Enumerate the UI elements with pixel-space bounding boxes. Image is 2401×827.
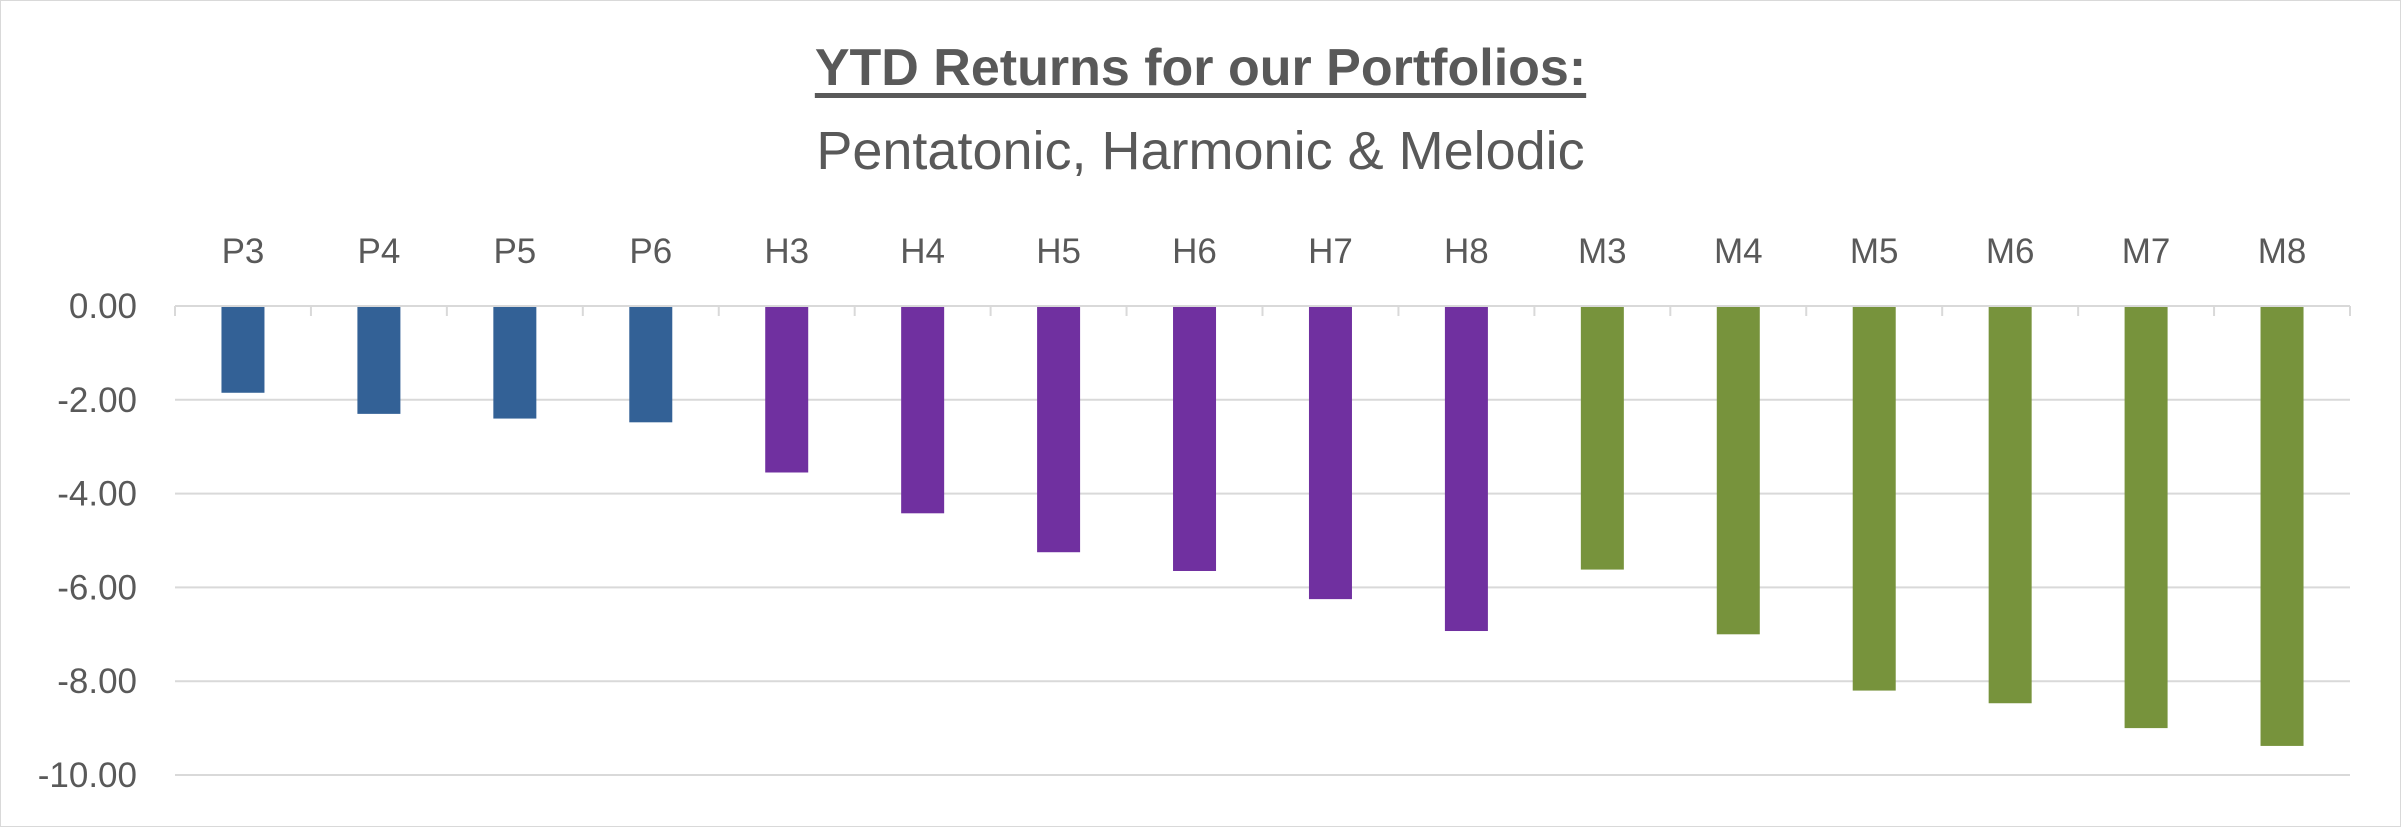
x-tick-label: M3 (1578, 232, 1627, 271)
bar-m3 (1580, 306, 1624, 570)
y-tick-label: -2.00 (57, 381, 137, 420)
bar-m4 (1716, 306, 1760, 635)
bar-m6 (1988, 306, 2032, 704)
chart-subtitle: Pentatonic, Harmonic & Melodic (816, 121, 1585, 181)
x-tick-label: H6 (1172, 232, 1217, 271)
chart-title: YTD Returns for our Portfolios: (814, 39, 1587, 97)
y-tick-label: -4.00 (57, 475, 137, 514)
y-tick-label: -10.00 (38, 756, 137, 795)
x-tick-label: H5 (1036, 232, 1081, 271)
x-axis-labels: P3 P4 P5 P6 H3 H4 H5 H6 H7 H8 M3 M4 M5 M6 M7 M8 (222, 232, 2307, 271)
y-axis-labels: 0.00 -2.00 -4.00 -6.00 -8.00 -10.00 (38, 287, 137, 795)
x-tick-label: P5 (493, 232, 536, 271)
x-tick-label: M4 (1714, 232, 1763, 271)
x-tick-label: P3 (222, 232, 265, 271)
bar-p6 (629, 306, 673, 423)
x-axis (174, 305, 2351, 316)
y-tick-label: -6.00 (57, 568, 137, 607)
x-tick-label: M5 (1850, 232, 1899, 271)
bar-p4 (357, 306, 401, 414)
bar-m5 (1852, 306, 1896, 691)
x-tick-label: P6 (629, 232, 672, 271)
y-tick-label: 0.00 (69, 287, 137, 326)
bar-m8 (2260, 306, 2304, 746)
x-tick-label: M6 (1986, 232, 2035, 271)
bars (221, 306, 2304, 746)
x-tick-label: M7 (2122, 232, 2171, 271)
y-tick-label: -8.00 (57, 662, 137, 701)
bar-h4 (901, 306, 945, 514)
bar-h3 (765, 306, 809, 473)
x-tick-label: H3 (764, 232, 809, 271)
bar-h6 (1173, 306, 1217, 571)
bar-m7 (2124, 306, 2168, 729)
gridlines (175, 398, 2350, 776)
bar-h5 (1037, 306, 1081, 553)
bar-p3 (221, 306, 265, 393)
x-tick-label: H8 (1444, 232, 1489, 271)
bar-p5 (493, 306, 537, 419)
x-tick-label: P4 (358, 232, 401, 271)
x-tick-label: M8 (2258, 232, 2307, 271)
bar-h7 (1308, 306, 1352, 600)
x-tick-label: H7 (1308, 232, 1353, 271)
x-tick-label: H4 (900, 232, 945, 271)
bar-h8 (1444, 306, 1488, 632)
